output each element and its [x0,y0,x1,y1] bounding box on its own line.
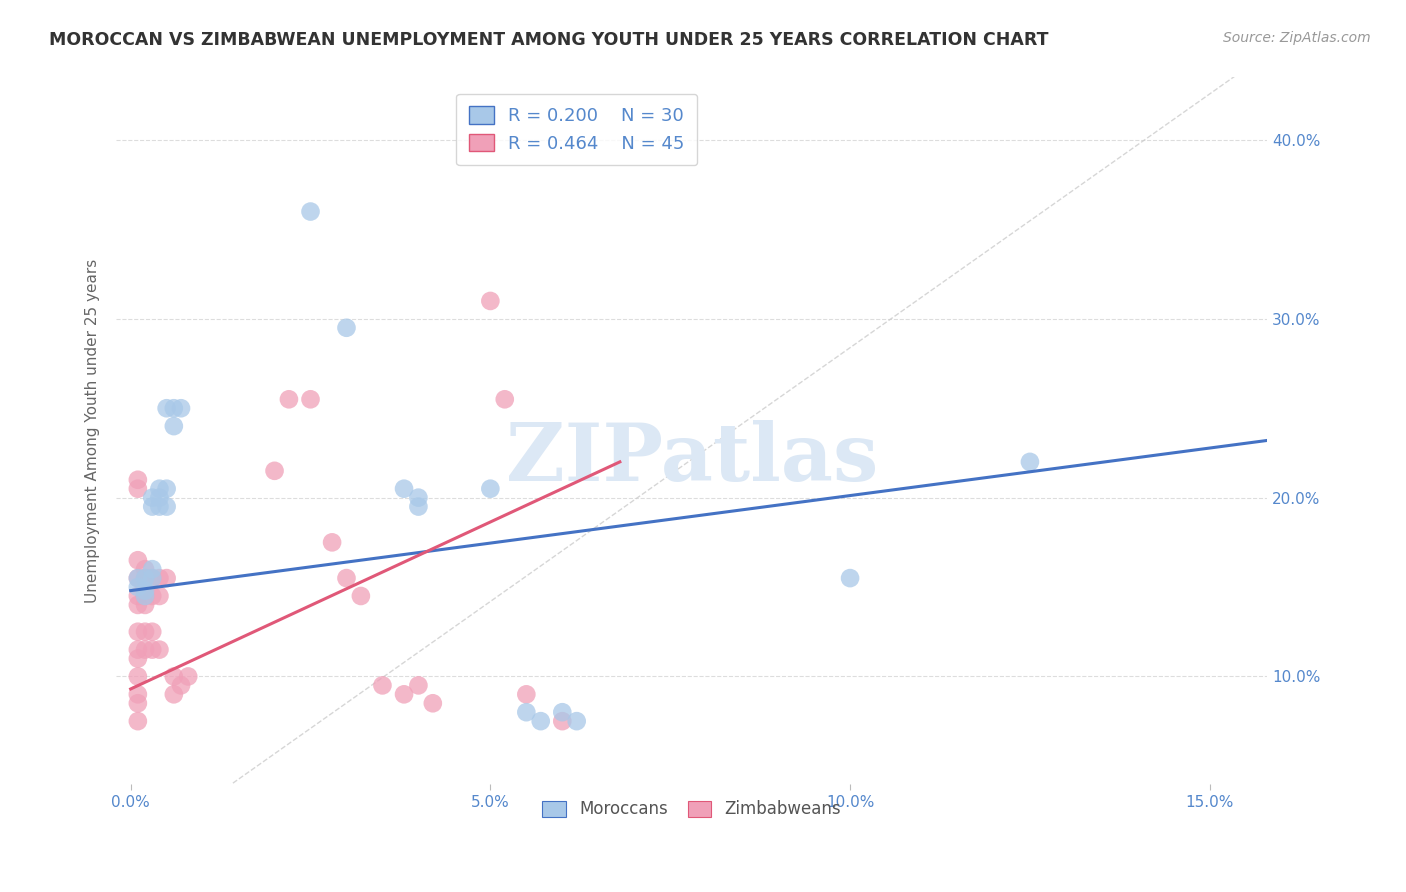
Point [551,714,574,728]
Point [134,571,156,585]
Point [148,491,170,505]
Point [156,500,179,514]
Point [127,580,149,594]
Point [134,598,156,612]
Point [148,571,170,585]
Legend: Moroccans, Zimbabweans: Moroccans, Zimbabweans [536,794,848,825]
Point [141,571,163,585]
Point [127,571,149,585]
Point [127,598,149,612]
Point [839,571,862,585]
Point [141,642,163,657]
Point [134,571,156,585]
Point [392,482,415,496]
Point [134,642,156,657]
Text: Source: ZipAtlas.com: Source: ZipAtlas.com [1223,31,1371,45]
Point [515,687,537,701]
Point [1019,455,1042,469]
Point [515,705,537,719]
Point [127,571,149,585]
Point [408,678,430,692]
Point [350,589,373,603]
Point [127,669,149,683]
Point [263,464,285,478]
Point [141,491,163,505]
Point [479,293,502,308]
Point [408,500,430,514]
Point [422,696,444,710]
Point [299,204,322,219]
Point [163,401,186,416]
Point [127,624,149,639]
Point [134,624,156,639]
Point [127,589,149,603]
Point [127,696,149,710]
Point [148,500,170,514]
Point [134,583,156,598]
Y-axis label: Unemployment Among Youth under 25 years: Unemployment Among Youth under 25 years [86,259,100,603]
Point [565,714,588,728]
Point [494,392,516,407]
Point [127,473,149,487]
Point [321,535,343,549]
Point [127,687,149,701]
Point [141,624,163,639]
Point [530,714,553,728]
Point [141,562,163,576]
Point [134,562,156,576]
Point [551,705,574,719]
Point [127,482,149,496]
Point [163,687,186,701]
Point [177,669,200,683]
Point [392,687,415,701]
Point [277,392,299,407]
Point [170,401,193,416]
Point [141,500,163,514]
Point [335,571,357,585]
Point [408,491,430,505]
Point [170,678,193,692]
Point [479,482,502,496]
Point [163,419,186,434]
Text: MOROCCAN VS ZIMBABWEAN UNEMPLOYMENT AMONG YOUTH UNDER 25 YEARS CORRELATION CHART: MOROCCAN VS ZIMBABWEAN UNEMPLOYMENT AMON… [49,31,1049,49]
Point [141,589,163,603]
Point [127,642,149,657]
Point [371,678,394,692]
Point [141,571,163,585]
Point [148,589,170,603]
Point [148,642,170,657]
Text: ZIPatlas: ZIPatlas [506,420,877,498]
Point [127,651,149,665]
Point [148,482,170,496]
Point [134,589,156,603]
Point [163,669,186,683]
Point [127,714,149,728]
Point [134,589,156,603]
Point [156,482,179,496]
Point [127,553,149,567]
Point [156,571,179,585]
Point [335,320,357,334]
Point [156,401,179,416]
Point [299,392,322,407]
